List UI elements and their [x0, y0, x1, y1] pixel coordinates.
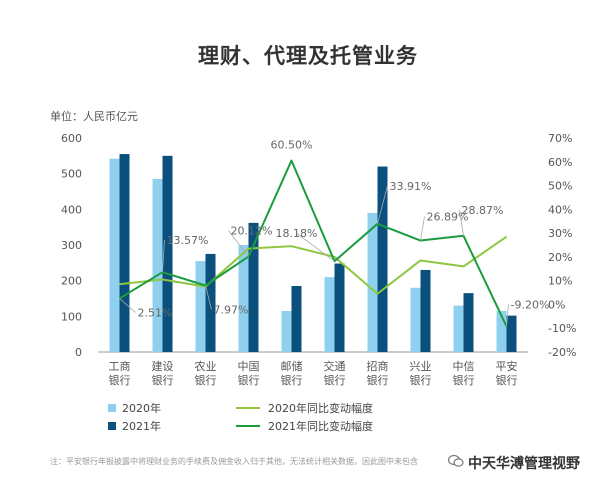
- right-axis-tick: 10%: [548, 275, 572, 288]
- bar-2020: [367, 212, 378, 352]
- annotation-leader: [296, 232, 335, 262]
- right-axis-tick: 70%: [548, 132, 572, 145]
- annotation-leader: [459, 209, 464, 236]
- watermark: 中天华溥管理视野: [468, 456, 580, 472]
- annotation-leader: [506, 304, 509, 327]
- left-axis-tick: 200: [61, 275, 82, 288]
- category-label: 中信: [453, 360, 475, 373]
- category-label: 银行: [238, 373, 260, 387]
- annotation-leader: [162, 240, 165, 273]
- left-axis-tick: 100: [61, 310, 82, 323]
- bar-2021: [119, 154, 130, 352]
- bar-2021: [291, 286, 302, 352]
- category-label: 银行: [152, 373, 174, 387]
- category-label: 银行: [109, 373, 131, 387]
- annotation-leader: [205, 285, 212, 310]
- category-label: 银行: [410, 373, 432, 387]
- data-label: 18.18%: [276, 227, 318, 240]
- bar-2020: [324, 277, 335, 352]
- data-label: -9.20%: [511, 298, 550, 311]
- data-label: 28.87%: [462, 204, 504, 217]
- right-axis-tick: 0%: [548, 298, 565, 311]
- right-axis-tick: 50%: [548, 180, 572, 193]
- legend-swatch-2020: [108, 404, 116, 412]
- right-axis-tick: -20%: [548, 346, 576, 359]
- annotation-leader: [119, 298, 136, 313]
- data-label: 20.12%: [231, 225, 273, 238]
- unit-label: 单位：人民币亿元: [50, 110, 138, 123]
- annotation-leader: [228, 230, 249, 257]
- bar-2020: [238, 245, 249, 352]
- line-2020: [119, 235, 508, 295]
- bar-2021: [162, 155, 173, 352]
- bar-2021: [248, 222, 259, 352]
- data-label: 7.97%: [214, 303, 249, 316]
- category-label: 交通: [324, 359, 346, 373]
- category-label: 银行: [281, 373, 303, 387]
- annotation-leader: [377, 185, 388, 224]
- data-label: 26.89%: [427, 211, 469, 224]
- chart-title: 理财、代理及托管业务: [198, 44, 418, 68]
- category-label: 银行: [367, 373, 389, 387]
- legend-label-2021: 2021年: [122, 420, 161, 433]
- left-axis-tick: 400: [61, 203, 82, 216]
- category-label: 平安: [496, 359, 518, 373]
- right-axis-tick: 30%: [548, 227, 572, 240]
- category-label: 银行: [453, 373, 475, 387]
- bar-2021: [377, 166, 388, 352]
- bar-2021: [334, 263, 345, 352]
- data-label: 13.57%: [167, 234, 209, 247]
- legend-line-2020: [236, 407, 260, 409]
- wechat-icon: [448, 454, 464, 467]
- footnote: 注：平安银行年报披露中将理财业务的手续费及佣金收入归于其他，无法统计相关数据，因…: [50, 457, 418, 466]
- annotation-leader: [420, 216, 425, 241]
- data-label: 33.91%: [390, 180, 432, 193]
- bar-2021: [205, 253, 216, 352]
- bar-2021: [506, 315, 517, 352]
- category-label: 银行: [195, 373, 217, 387]
- left-axis-tick: 300: [61, 239, 82, 252]
- bar-2021: [420, 269, 431, 352]
- bar-2020: [109, 158, 120, 352]
- legend-line-2021: [236, 425, 260, 427]
- bar-2021: [463, 293, 474, 352]
- left-axis-tick: 0: [75, 346, 82, 359]
- bar-2020: [453, 305, 464, 352]
- data-label: 2.51%: [138, 306, 173, 319]
- category-label: 工商: [109, 359, 131, 373]
- category-label: 招商: [367, 359, 389, 373]
- category-label: 农业: [195, 359, 217, 373]
- legend-swatch-2021: [108, 422, 116, 430]
- line-2021: [118, 159, 508, 327]
- data-label: 60.50%: [271, 139, 313, 152]
- category-label: 兴业: [410, 360, 432, 373]
- category-label: 银行: [496, 373, 518, 387]
- bar-2020: [410, 287, 421, 352]
- right-axis-tick: 20%: [548, 251, 572, 264]
- right-axis-tick: 60%: [548, 156, 572, 169]
- bar-2020: [152, 179, 163, 352]
- legend-label-2020-line: 2020年同比变动幅度: [268, 402, 373, 415]
- bar-2020: [195, 261, 206, 352]
- category-label: 银行: [324, 373, 346, 387]
- right-axis-tick: 40%: [548, 203, 572, 216]
- legend-label-2021-line: 2021年同比变动幅度: [268, 420, 373, 433]
- bar-2020: [496, 310, 507, 352]
- category-label: 中国: [238, 360, 260, 373]
- category-label: 建设: [152, 359, 174, 373]
- legend-label-2020: 2020年: [122, 402, 161, 415]
- left-axis-tick: 500: [61, 168, 82, 181]
- right-axis-tick: -10%: [548, 322, 576, 335]
- category-label: 邮储: [281, 359, 303, 373]
- bar-2020: [281, 310, 292, 352]
- left-axis-tick: 600: [61, 132, 82, 145]
